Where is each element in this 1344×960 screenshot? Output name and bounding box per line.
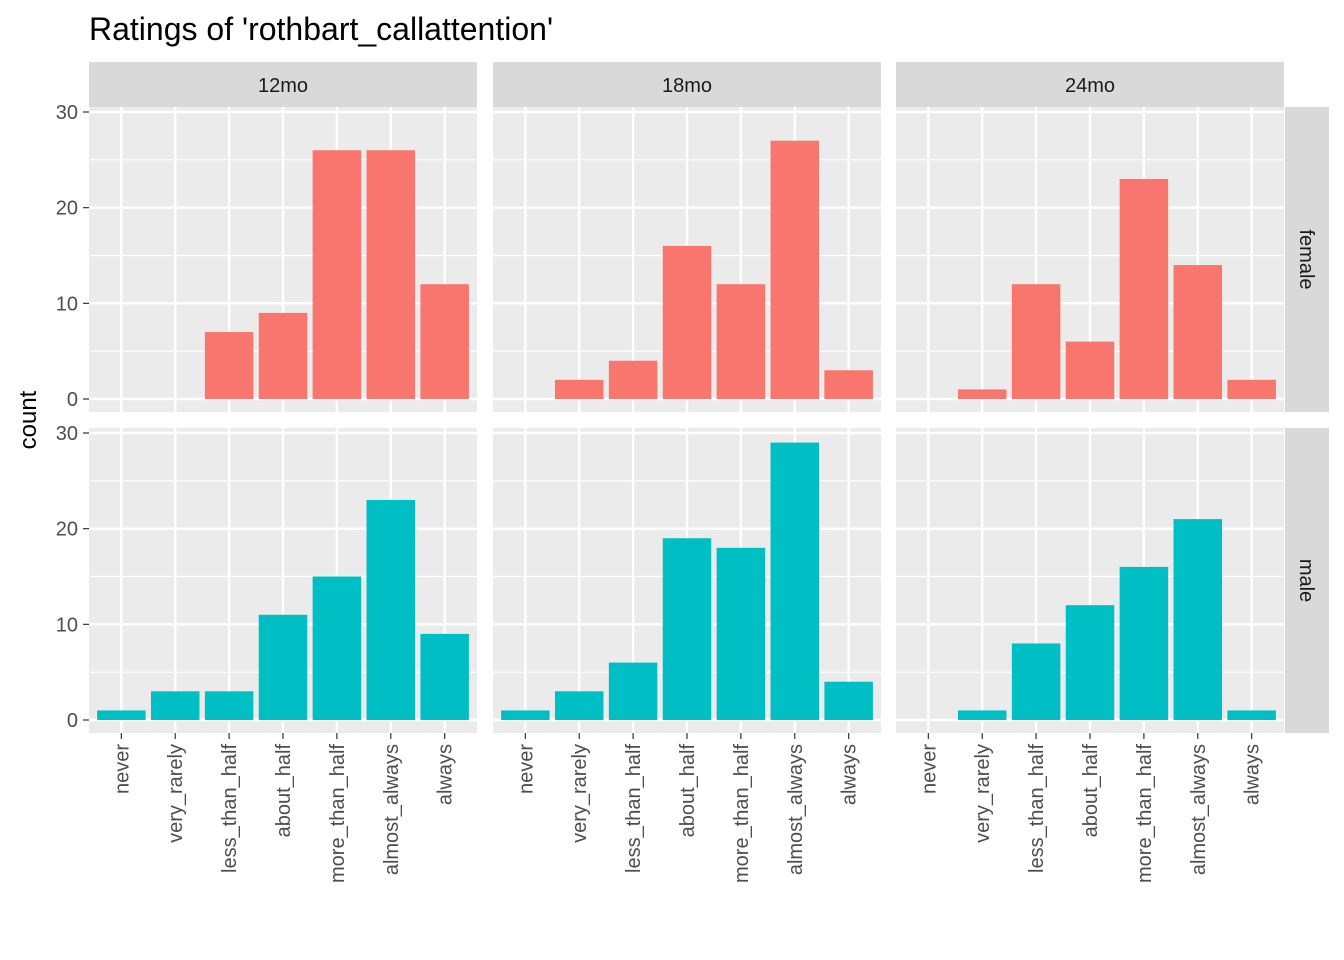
x-tick-label: never bbox=[515, 744, 537, 794]
y-axis-title: count bbox=[15, 390, 42, 449]
x-tick-label: very_rarely bbox=[569, 744, 591, 843]
facet-strip-label: 24mo bbox=[1065, 75, 1115, 97]
x-tick-label: never bbox=[111, 744, 133, 794]
x-tick-label: almost_always bbox=[381, 744, 403, 875]
facet-strip-18mo bbox=[493, 62, 881, 107]
x-tick-label: never bbox=[918, 744, 940, 794]
y-tick-label: 0 bbox=[67, 389, 78, 411]
bar-male-18mo-almost_always bbox=[770, 442, 820, 720]
bar-female-24mo-about_half bbox=[1065, 341, 1115, 399]
y-tick-label: 10 bbox=[56, 614, 78, 636]
bar-female-12mo-about_half bbox=[258, 312, 308, 399]
bar-female-24mo-more_than_half bbox=[1119, 178, 1169, 399]
bar-male-18mo-never bbox=[501, 710, 550, 720]
bar-male-24mo-about_half bbox=[1065, 605, 1115, 720]
bar-male-12mo-about_half bbox=[258, 614, 308, 720]
x-tick-label: less_than_half bbox=[1026, 744, 1048, 873]
y-tick-label: 30 bbox=[56, 102, 78, 124]
x-tick-label: very_rarely bbox=[165, 744, 187, 843]
x-tick-label: more_than_half bbox=[731, 744, 753, 883]
x-tick-label: about_half bbox=[273, 744, 295, 838]
x-tick-label: more_than_half bbox=[1134, 744, 1156, 883]
bar-female-24mo-very_rarely bbox=[957, 389, 1007, 399]
x-tick-label: always bbox=[839, 744, 861, 805]
bar-male-18mo-less_than_half bbox=[608, 662, 658, 720]
x-tick-label: about_half bbox=[677, 744, 699, 838]
bar-male-24mo-more_than_half bbox=[1119, 566, 1169, 720]
bar-female-18mo-more_than_half bbox=[716, 284, 766, 399]
y-tick-label: 10 bbox=[56, 293, 78, 315]
bar-male-12mo-more_than_half bbox=[312, 576, 362, 720]
facet-strip-male bbox=[1285, 428, 1329, 733]
x-tick-label: more_than_half bbox=[327, 744, 349, 883]
bar-female-12mo-almost_always bbox=[366, 150, 416, 399]
chart-title: Ratings of 'rothbart_callattention' bbox=[89, 11, 553, 47]
x-tick-label: very_rarely bbox=[972, 744, 994, 843]
bar-female-18mo-about_half bbox=[662, 245, 712, 399]
facet-strip-label: 18mo bbox=[662, 75, 712, 97]
bar-male-18mo-about_half bbox=[662, 538, 712, 720]
bar-female-18mo-very_rarely bbox=[554, 379, 604, 399]
facet-strip-24mo bbox=[896, 62, 1284, 107]
bar-female-18mo-almost_always bbox=[770, 140, 820, 399]
bar-female-24mo-always bbox=[1227, 379, 1276, 399]
x-tick-label: almost_always bbox=[785, 744, 807, 875]
bar-male-12mo-very_rarely bbox=[150, 691, 200, 720]
bar-male-12mo-almost_always bbox=[366, 499, 416, 720]
bar-male-12mo-always bbox=[420, 633, 469, 720]
bar-female-12mo-more_than_half bbox=[312, 150, 362, 399]
facet-strip-label: 12mo bbox=[258, 75, 308, 97]
facet-strip-label: male bbox=[1295, 559, 1317, 602]
bar-female-12mo-less_than_half bbox=[204, 332, 254, 399]
x-tick-label: always bbox=[435, 744, 457, 805]
bar-male-24mo-very_rarely bbox=[957, 710, 1007, 720]
x-tick-label: about_half bbox=[1080, 744, 1102, 838]
bar-female-24mo-less_than_half bbox=[1011, 284, 1061, 399]
facet-strip-label: female bbox=[1295, 229, 1317, 289]
bar-male-12mo-never bbox=[97, 710, 146, 720]
bar-male-18mo-always bbox=[824, 681, 873, 720]
facet-strip-female bbox=[1285, 107, 1329, 412]
y-tick-label: 20 bbox=[56, 519, 78, 541]
bar-male-24mo-almost_always bbox=[1173, 519, 1223, 720]
x-tick-label: less_than_half bbox=[219, 744, 241, 873]
bar-female-18mo-less_than_half bbox=[608, 360, 658, 399]
x-tick-label: always bbox=[1242, 744, 1264, 805]
y-tick-label: 0 bbox=[67, 710, 78, 732]
bar-female-12mo-always bbox=[420, 284, 469, 399]
y-tick-label: 20 bbox=[56, 198, 78, 220]
x-tick-label: less_than_half bbox=[623, 744, 645, 873]
bar-female-24mo-almost_always bbox=[1173, 265, 1223, 399]
bar-male-24mo-always bbox=[1227, 710, 1276, 720]
x-tick-label: almost_always bbox=[1188, 744, 1210, 875]
bar-male-18mo-very_rarely bbox=[554, 691, 604, 720]
bar-male-12mo-less_than_half bbox=[204, 691, 254, 720]
y-tick-label: 30 bbox=[56, 423, 78, 445]
facet-strip-12mo bbox=[89, 62, 477, 107]
bar-male-18mo-more_than_half bbox=[716, 547, 766, 720]
bar-female-18mo-always bbox=[824, 370, 873, 399]
bar-male-24mo-less_than_half bbox=[1011, 643, 1061, 720]
